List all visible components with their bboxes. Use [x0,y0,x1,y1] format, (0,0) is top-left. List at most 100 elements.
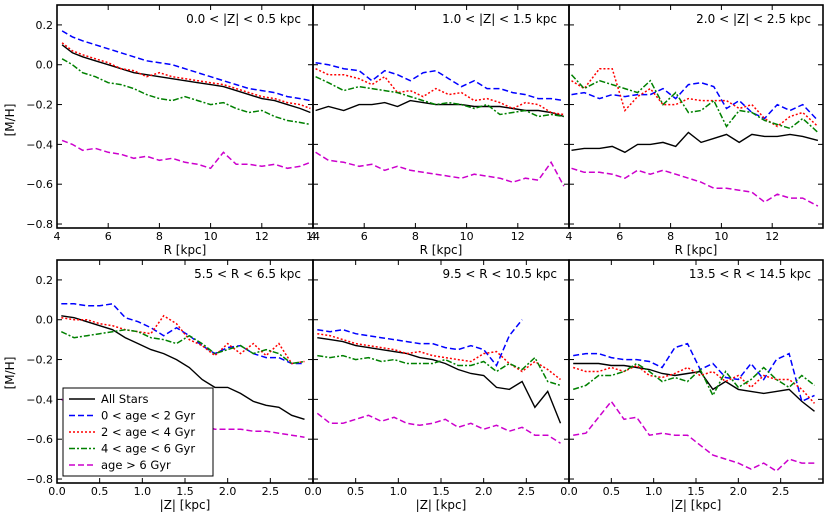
series-line-a02 [315,61,565,102]
series-line-a02 [317,319,523,367]
panel-title: 9.5 < R < 10.5 kpc [443,267,558,281]
series-line-a46 [572,362,815,398]
series-line-a24 [571,67,819,128]
x-tick-label: 0.5 [603,485,621,498]
series-line-a46 [315,76,565,118]
series-line-a02 [61,302,305,365]
panel-title: 5.5 < R < 6.5 kpc [194,267,301,281]
x-tick-label: 0.0 [304,485,322,498]
series-line-a46 [317,354,561,387]
series-line-a46 [570,74,819,133]
x-tick-label: 1.0 [645,485,663,498]
series-line-a46 [61,58,311,126]
y-tick-label: 0.0 [36,314,54,327]
series-line-all [573,362,815,412]
x-tick-label: 2.5 [772,485,790,498]
panel-3: 4 6 8 10 12 R [kpc] 2.0 < |Z| < 2.5 kpc [566,4,824,257]
x-axis-label: R [kpc] [420,243,463,257]
legend-label-a6p: age > 6 Gyr [101,458,171,472]
axes-frame [56,4,314,229]
x-axis-label: R [kpc] [164,243,207,257]
panel-6: 0.0 0.5 1.0 1.5 2.0 2.5 |Z| [kpc] 13.5 < R < 14… [560,259,824,512]
panel-title: 0.0 < |Z| < 0.5 kpc [186,12,301,26]
x-tick-label: 0.5 [347,485,365,498]
y-tick-label: −0.4 [26,138,53,151]
series-line-a24 [315,68,565,116]
y-axis-label-bottom: [M/H] [3,357,17,390]
panel-4: 0.0 0.5 1.0 1.5 2.0 2.5 −0.8 −0.6 −0.4 −0.2 0.0 0.2… [26,259,314,512]
y-tick-label: −0.2 [26,99,53,112]
y-tick-label: 0.2 [36,274,54,287]
x-axis-label: |Z| [kpc] [671,498,722,512]
x-tick-label: 6 [361,230,368,243]
x-tick-label: 1.5 [432,485,450,498]
x-tick-label: 4 [566,230,573,243]
series-line-a24 [317,332,561,381]
x-tick-label: 4 [310,230,317,243]
x-tick-label: 10 [460,230,474,243]
series-line-a6p [573,400,815,473]
x-axis-label: |Z| [kpc] [416,498,467,512]
axes-frame [312,259,570,484]
series-line-a02 [61,30,311,102]
y-tick-label: −0.4 [26,393,53,406]
panel-title: 1.0 < |Z| < 1.5 kpc [442,12,557,26]
series-line-all [317,337,562,424]
series-line-all [315,99,565,118]
series-line-a6p [571,167,819,207]
x-tick-label: 8 [156,230,163,243]
y-tick-label: −0.2 [26,354,53,367]
y-tick-label: 0.0 [36,59,54,72]
series-line-all [61,315,305,420]
legend: All Stars 0 < age < 2 Gyr 2 < age < 4 Gyr 4… [62,387,214,477]
series-line-a24 [572,364,816,404]
series-line-a02 [571,81,819,122]
x-tick-label: 1.5 [176,485,194,498]
panel-1: 4 6 8 10 12 14 −0.8 −0.6 −0.4 −0.2 0.0 0.2 R [kpc] 0.… [26,4,320,257]
legend-box [62,387,214,477]
x-tick-label: 1.0 [390,485,408,498]
series-line-a24 [61,42,311,110]
x-tick-label: 12 [511,230,525,243]
y-tick-label: −0.6 [26,178,53,191]
x-tick-label: 0.0 [48,485,66,498]
x-tick-label: 12 [255,230,269,243]
x-tick-label: 6 [105,230,112,243]
x-tick-label: 1.5 [687,485,705,498]
legend-label-a46: 4 < age < 6 Gyr [101,442,195,456]
x-tick-label: 10 [714,230,728,243]
y-tick-label: 0.2 [36,19,54,32]
series-line-all [61,44,311,114]
x-tick-label: 0.5 [91,485,109,498]
x-tick-label: 0.0 [560,485,578,498]
x-tick-label: 6 [616,230,623,243]
series-line-a6p [61,139,311,170]
series-line-a24 [61,314,305,365]
panel-2: 4 6 8 10 12 R [kpc] 1.0 < |Z| < 1.5 kpc [310,4,570,257]
series-line-a02 [573,342,815,403]
x-tick-label: 2.0 [219,485,237,498]
y-tick-label: −0.8 [26,218,53,231]
x-tick-label: 2.0 [475,485,493,498]
x-tick-label: 8 [667,230,674,243]
x-axis-label: R [kpc] [675,243,718,257]
panel-title: 13.5 < R < 14.5 kpc [689,267,811,281]
x-axis-label: |Z| [kpc] [160,498,211,512]
axes-frame [312,4,570,229]
y-tick-label: −0.8 [26,473,53,486]
x-tick-label: 1.0 [134,485,152,498]
x-tick-label: 10 [204,230,218,243]
x-tick-label: 2.0 [730,485,748,498]
series-line-a6p [316,412,561,444]
panel-5: 0.0 0.5 1.0 1.5 2.0 2.5 |Z| [kpc] 9.5 < R < 10.… [304,259,570,512]
y-tick-label: −0.6 [26,433,53,446]
series-line-a46 [60,328,305,365]
x-tick-label: 2.5 [262,485,280,498]
x-tick-label: 12 [765,230,779,243]
legend-label-all: All Stars [101,392,149,406]
x-tick-label: 2.5 [518,485,536,498]
legend-label-a02: 0 < age < 2 Gyr [101,409,195,423]
legend-label-a24: 2 < age < 4 Gyr [101,425,195,439]
x-tick-label: 4 [54,230,61,243]
